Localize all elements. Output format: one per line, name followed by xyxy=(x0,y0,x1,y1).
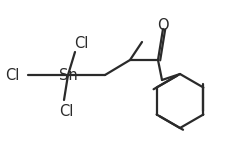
Text: Cl: Cl xyxy=(74,36,88,51)
Text: O: O xyxy=(157,18,169,33)
Text: Cl: Cl xyxy=(59,105,73,120)
Text: Sn: Sn xyxy=(59,68,77,82)
Text: Cl: Cl xyxy=(5,68,19,82)
